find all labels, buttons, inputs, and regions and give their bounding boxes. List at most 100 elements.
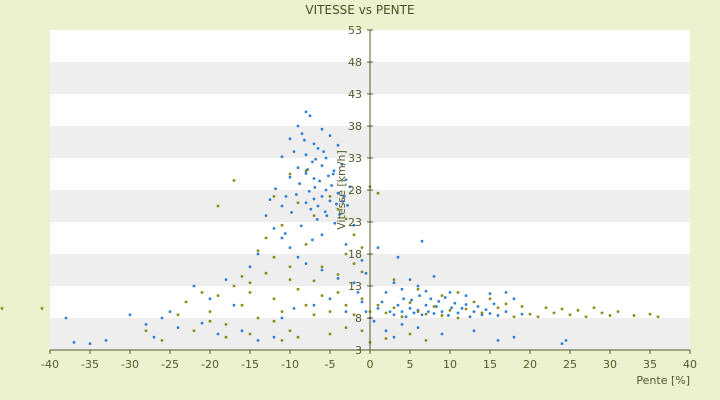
data-point (292, 150, 296, 154)
data-point (299, 224, 303, 228)
data-point (264, 236, 268, 240)
data-point (492, 302, 496, 306)
data-point (309, 207, 313, 211)
data-point (64, 316, 68, 320)
data-point (376, 303, 380, 307)
data-point (288, 175, 292, 179)
x-tick-label: 25 (563, 358, 577, 371)
data-point (324, 156, 328, 160)
data-point (240, 329, 244, 333)
data-point (440, 310, 444, 313)
data-point (480, 311, 484, 315)
data-point (240, 303, 244, 307)
data-point (440, 294, 444, 297)
data-point (232, 303, 236, 307)
data-point (311, 160, 314, 164)
data-point (468, 315, 472, 319)
data-point (435, 305, 438, 308)
data-point (336, 191, 340, 195)
data-point (536, 315, 540, 319)
data-point (328, 297, 332, 301)
data-point (592, 306, 596, 310)
data-point (512, 315, 516, 319)
x-axis-title: Pente [%] (636, 374, 690, 387)
data-point (396, 255, 400, 259)
data-points (0, 110, 660, 345)
data-point (432, 275, 436, 278)
data-point (160, 339, 164, 342)
data-point (364, 271, 368, 275)
data-point (280, 155, 284, 159)
data-point (632, 314, 636, 317)
data-point (400, 323, 404, 326)
data-point (544, 306, 548, 310)
data-point (296, 166, 300, 170)
data-point (336, 291, 340, 294)
x-tick-label: -30 (121, 358, 139, 371)
data-point (424, 289, 428, 293)
data-point (408, 278, 412, 281)
data-point (496, 339, 500, 342)
data-point (408, 307, 412, 310)
data-point (372, 319, 376, 323)
data-point (332, 169, 336, 173)
data-point (328, 310, 332, 313)
data-point (304, 171, 308, 175)
data-point (560, 307, 564, 311)
data-point (392, 281, 396, 285)
data-point (311, 238, 314, 242)
y-tick-label: 28 (348, 184, 362, 197)
data-point (424, 312, 428, 316)
data-point (320, 164, 324, 168)
data-point (388, 310, 392, 313)
data-point (410, 298, 413, 302)
data-point (340, 163, 344, 166)
data-point (336, 276, 340, 280)
data-point (256, 252, 260, 256)
data-point (307, 189, 311, 193)
data-point (328, 195, 332, 198)
data-point (376, 191, 380, 195)
data-point (512, 335, 516, 339)
data-point (564, 339, 568, 342)
data-point (304, 201, 308, 205)
data-point (280, 236, 284, 240)
x-tick-label: -15 (241, 358, 259, 371)
data-point (420, 313, 424, 317)
data-point (184, 300, 188, 304)
data-point (648, 312, 652, 316)
data-point (192, 329, 196, 333)
data-point (360, 329, 364, 333)
data-point (447, 314, 450, 317)
data-point (248, 291, 252, 294)
data-point (384, 329, 388, 333)
data-point (168, 310, 172, 313)
data-point (320, 233, 324, 237)
data-point (344, 310, 348, 313)
data-point (284, 195, 288, 198)
data-point (392, 313, 396, 317)
data-point (304, 243, 308, 246)
data-point (316, 147, 320, 150)
data-point (352, 223, 356, 227)
data-point (313, 186, 317, 189)
x-tick-label: -5 (325, 358, 336, 371)
data-point (460, 307, 464, 310)
data-point (327, 174, 330, 178)
data-point (448, 308, 452, 312)
data-point (472, 329, 476, 333)
data-point (432, 312, 436, 315)
data-point (338, 212, 341, 216)
data-point (412, 311, 416, 315)
data-point (504, 302, 508, 306)
data-point (328, 332, 332, 336)
data-point (568, 313, 572, 317)
data-point (152, 335, 156, 339)
data-point (336, 143, 340, 147)
data-point (248, 332, 252, 336)
data-point (504, 310, 508, 313)
data-point (453, 301, 457, 305)
data-point (288, 278, 292, 281)
data-point (272, 195, 276, 198)
